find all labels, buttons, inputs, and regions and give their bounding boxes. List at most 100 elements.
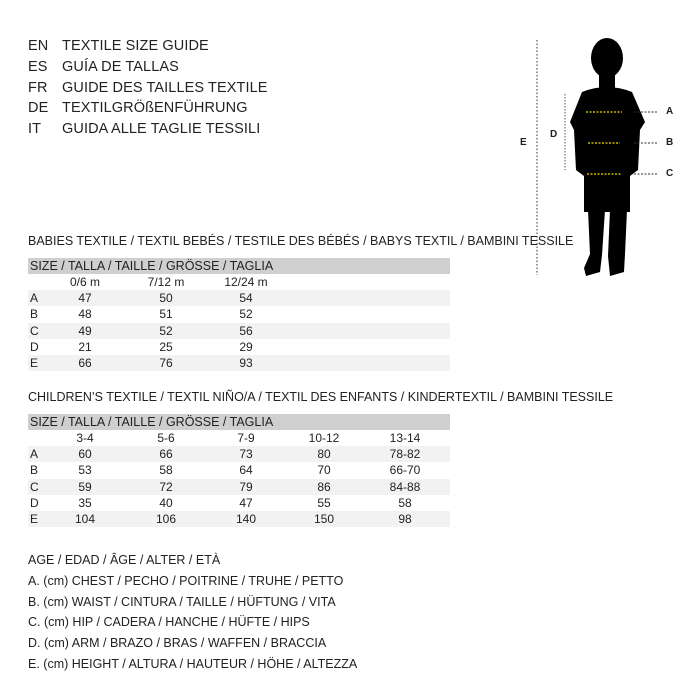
- row-label: D: [30, 495, 39, 510]
- table-cell: 21: [78, 339, 92, 354]
- language-title: GUÍA DE TALLAS: [62, 58, 179, 75]
- table-cell: 76: [159, 355, 173, 370]
- table-cell: 104: [74, 511, 96, 526]
- language-code: EN: [28, 38, 49, 54]
- table-cell: 56: [239, 323, 253, 338]
- row-label: B: [30, 307, 39, 322]
- label-e: E: [520, 137, 527, 148]
- table-cell: 78-82: [389, 447, 421, 462]
- column-header: 5-6: [157, 431, 175, 445]
- language-code: IT: [28, 121, 42, 138]
- babies-size-table: SIZE / TALLA / TAILLE / GRÖSSE / TAGLIA 0…: [28, 258, 450, 372]
- table-cell: 47: [78, 291, 92, 306]
- table-row: E 66 76 93: [28, 354, 450, 372]
- table-cell: 98: [398, 511, 412, 526]
- table-row: C 49 52 56: [28, 322, 450, 339]
- column-header: 10-12: [308, 431, 340, 445]
- row-label: A: [30, 291, 39, 306]
- table-cell: 150: [313, 511, 335, 526]
- table-cell: 59: [78, 479, 92, 494]
- child-silhouette-icon: [570, 38, 645, 276]
- label-b: B: [666, 137, 674, 148]
- legend-line: AGE / EDAD / ÂGE / ALTER / ETÀ: [28, 553, 221, 567]
- table-cell: 49: [78, 323, 92, 338]
- children-title: CHILDREN’S TEXTILE / TEXTIL NIÑO/A / TEX…: [28, 390, 614, 404]
- legend-line: C. (cm) HIP / CADERA / HANCHE / HÜFTE / …: [28, 615, 310, 630]
- label-d: D: [550, 129, 558, 140]
- row-label: A: [30, 447, 39, 462]
- language-code: FR: [28, 79, 48, 96]
- table-cell: 64: [239, 463, 253, 478]
- table-cell: 53: [78, 463, 92, 478]
- table-cell: 55: [317, 495, 331, 510]
- table-cell: 140: [235, 511, 257, 526]
- language-title: GUIDE DES TAILLES TEXTILE: [62, 79, 268, 96]
- table-cell: 66: [78, 355, 92, 370]
- table-cell: 25: [159, 339, 173, 354]
- table-row: B 48 51 52: [28, 306, 450, 322]
- table-cell: 84-88: [389, 479, 421, 494]
- table-row: E 104 106 140 150 98: [28, 510, 450, 528]
- table-cell: 54: [239, 291, 253, 306]
- row-label: B: [30, 463, 39, 478]
- language-title: TEXTILE SIZE GUIDE: [62, 38, 209, 54]
- table-row: A 47 50 54: [28, 290, 450, 307]
- column-header: 0/6 m: [69, 275, 101, 289]
- table-cell: 72: [159, 479, 173, 494]
- table-row: D 35 40 47 55 58: [28, 495, 450, 511]
- table-cell: 50: [159, 291, 173, 306]
- table-cell: 73: [239, 447, 253, 462]
- column-header: 7-9: [237, 431, 255, 445]
- children-size-table: SIZE / TALLA / TAILLE / GRÖSSE / TAGLIA 3…: [28, 414, 450, 528]
- table-cell: 47: [239, 495, 253, 510]
- table-cell: 93: [239, 355, 253, 370]
- column-header: 3-4: [76, 431, 94, 445]
- child-silhouette-diagram: [536, 38, 658, 276]
- table-cell: 80: [317, 447, 331, 462]
- table-row: A 60 66 73 80 78-82: [28, 446, 450, 463]
- legend-line: B. (cm) WAIST / CINTURA / TAILLE / HÜFTU…: [28, 594, 336, 609]
- table-cell: 66-70: [389, 463, 421, 478]
- row-label: C: [30, 323, 39, 338]
- table-cell: 106: [155, 511, 177, 526]
- table-row: C 59 72 79 86 84-88: [28, 478, 450, 495]
- table-cell: 29: [239, 339, 253, 354]
- legend-line: D. (cm) ARM / BRAZO / BRAS / WAFFEN / BR…: [28, 636, 327, 651]
- language-title: GUIDA ALLE TAGLIE TESSILI: [62, 121, 261, 138]
- row-label: C: [30, 479, 39, 494]
- label-a: A: [666, 106, 674, 117]
- table-cell: 58: [159, 463, 173, 478]
- babies-title: BABIES TEXTILE / TEXTIL BEBÉS / TESTILE …: [28, 234, 574, 248]
- table-cell: 58: [398, 495, 412, 510]
- table-cell: 79: [239, 479, 253, 494]
- column-header-row: 0/6 m 7/12 m 12/24 m: [28, 274, 450, 290]
- table-cell: 66: [159, 447, 173, 462]
- column-header: 13-14: [389, 431, 421, 445]
- table-cell: 40: [159, 495, 173, 510]
- size-header: SIZE / TALLA / TAILLE / GRÖSSE / TAGLIA: [28, 414, 450, 430]
- column-header: 12/24 m: [224, 275, 268, 289]
- row-label: D: [30, 339, 39, 354]
- table-cell: 48: [78, 307, 92, 322]
- column-header: 7/12 m: [147, 275, 185, 289]
- language-code: ES: [28, 58, 48, 75]
- table-cell: 51: [159, 307, 173, 322]
- table-row: D 21 25 29: [28, 339, 450, 355]
- table-cell: 52: [159, 323, 173, 338]
- legend-line: A. (cm) CHEST / PECHO / POITRINE / TRUHE…: [28, 573, 344, 588]
- table-row: B 53 58 64 70 66-70: [28, 462, 450, 478]
- table-cell: 86: [317, 479, 331, 494]
- size-header: SIZE / TALLA / TAILLE / GRÖSSE / TAGLIA: [28, 258, 450, 274]
- table-cell: 70: [317, 463, 331, 478]
- language-code: DE: [28, 100, 49, 117]
- table-cell: 52: [239, 307, 253, 322]
- label-c: C: [666, 168, 674, 179]
- column-header-row: 3-4 5-6 7-9 10-12 13-14: [28, 430, 450, 446]
- table-cell: 35: [78, 495, 92, 510]
- row-label: E: [30, 511, 39, 526]
- row-label: E: [30, 355, 39, 370]
- table-cell: 60: [78, 447, 92, 462]
- language-title: TEXTILGRÖßENFÜHRUNG: [62, 100, 248, 117]
- legend-line: E. (cm) HEIGHT / ALTURA / HAUTEUR / HÖHE…: [28, 657, 358, 671]
